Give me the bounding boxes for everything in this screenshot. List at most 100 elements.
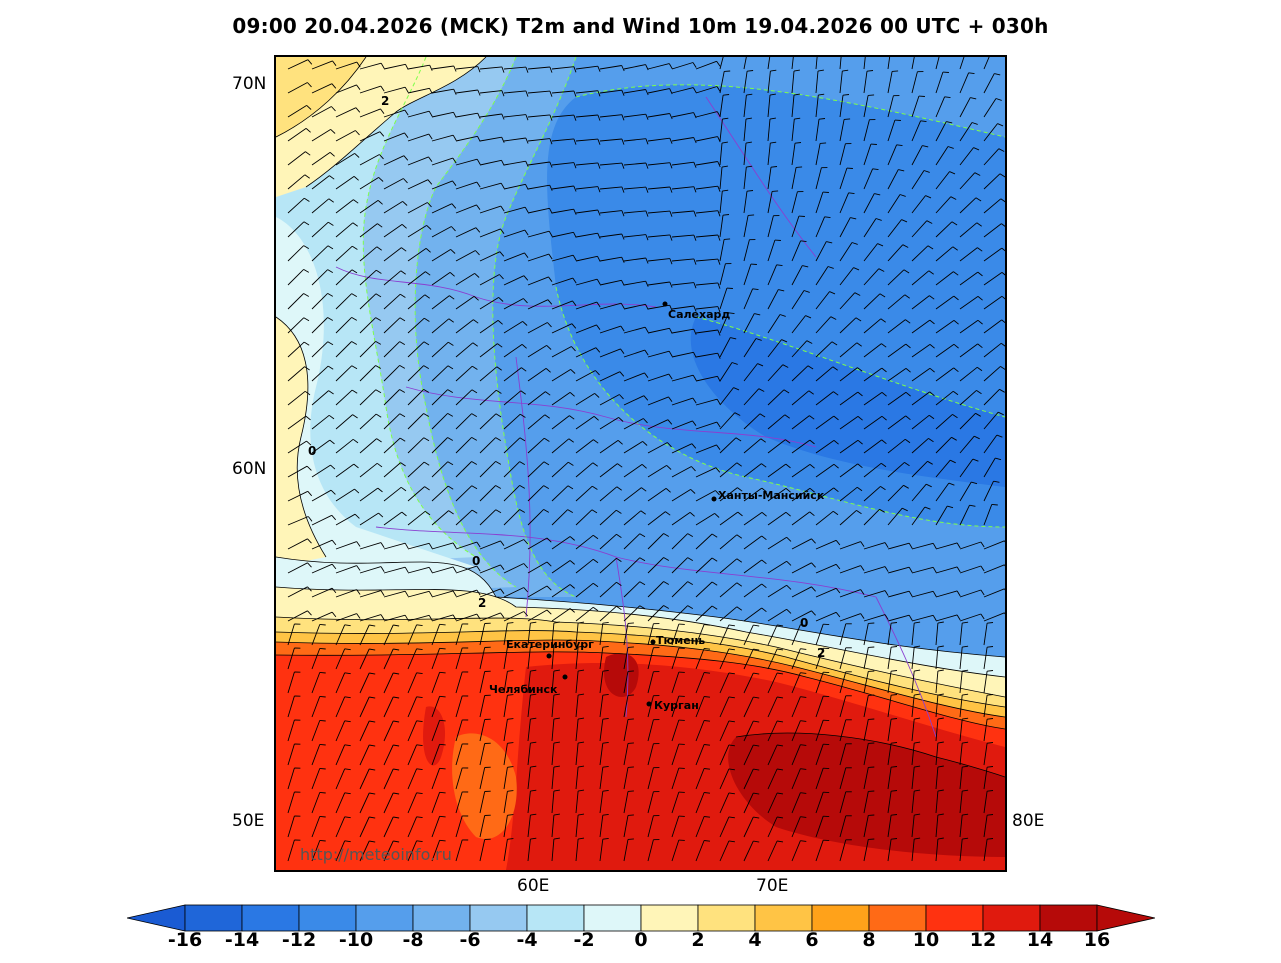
colorbar-tick-label: -10 [338, 929, 374, 951]
wind-barb-flag [809, 415, 815, 420]
wind-barb-flag [761, 463, 767, 468]
wind-barb-flag [344, 696, 351, 699]
wind-barb-flag [663, 557, 670, 561]
wind-barb-flag [639, 581, 646, 586]
wind-barb [455, 89, 478, 94]
wind-barb [503, 275, 525, 286]
city-marker [562, 674, 568, 680]
wind-barb-flag [405, 64, 409, 70]
wind-barb [431, 816, 441, 838]
city-label-chelyabinsk[interactable]: Челябинск [489, 683, 558, 696]
city-label-yekaterinburg[interactable]: Екатеринбург [506, 638, 594, 651]
wind-barb [287, 82, 308, 94]
wind-barb [959, 541, 982, 550]
wind-barb-flag [962, 765, 969, 768]
wind-barb [647, 373, 670, 382]
city-label-tyumen[interactable]: Тюмень [656, 634, 705, 647]
wind-barb-flag [716, 421, 721, 428]
wind-barb-flag [578, 837, 585, 840]
wind-barb [959, 767, 963, 790]
wind-barb [311, 439, 331, 454]
wind-barb-flag [824, 216, 831, 219]
wind-barb-flag [545, 391, 551, 396]
wind-barb-flag [305, 151, 311, 156]
wind-barb-flag [602, 669, 609, 672]
wind-barb [431, 180, 453, 190]
wind-barb-flag [956, 614, 961, 621]
wind-barb-flag [693, 210, 697, 217]
wind-barb-flag [962, 741, 969, 744]
wind-barb [455, 437, 472, 454]
temp-field-coldest [690, 317, 1005, 487]
wind-barb [575, 671, 579, 694]
wind-barb [455, 671, 463, 694]
wind-barb [551, 208, 574, 214]
wind-barb [623, 647, 629, 670]
wind-barb-flag [854, 292, 861, 296]
wind-barb-flag [669, 138, 673, 144]
wind-barb [599, 671, 604, 694]
wind-barb-flag [800, 816, 807, 818]
city-label-kurgan[interactable]: Курган [654, 699, 699, 712]
wind-barb-flag [578, 765, 585, 768]
wind-barb-flag [378, 177, 384, 182]
wind-barb [911, 414, 930, 430]
city-label-khanty-mansiysk[interactable]: Ханты-Мансийск [718, 489, 825, 502]
wind-barb [407, 110, 430, 118]
wind-barb [431, 672, 441, 694]
wind-barb-flag [639, 533, 646, 538]
wind-barb [671, 557, 689, 574]
wind-barb-flag [728, 816, 735, 819]
wind-barb-flag [951, 221, 958, 226]
wind-barb-flag [423, 413, 430, 417]
wind-barb-flag [835, 588, 841, 594]
wind-barb-flag [937, 693, 944, 696]
wind-barb [335, 613, 357, 622]
wind-barb-flag [428, 156, 433, 162]
wind-barb [911, 791, 915, 814]
wind-barb-flag [722, 214, 730, 216]
weather-map[interactable]: 2 0 0 2 0 2 Салехард Ханты-Мансийск Екат… [274, 55, 1007, 872]
wind-barb [695, 352, 718, 358]
wind-barb-flag [760, 438, 766, 443]
wind-barb [695, 533, 713, 550]
wind-barb [623, 186, 646, 190]
wind-barb [383, 247, 402, 262]
wind-barb [335, 414, 353, 430]
wind-barb [503, 183, 526, 190]
wind-barb-flag [905, 391, 911, 397]
wind-barb-flag [376, 438, 382, 443]
wind-barb [647, 234, 670, 238]
wind-barb [335, 624, 346, 646]
wind-barb [695, 136, 718, 142]
wind-barb-flag [356, 565, 361, 571]
wind-barb-flag [423, 341, 430, 346]
wind-barb-flag [319, 839, 326, 842]
wind-barb [959, 695, 963, 718]
wind-barb-flag [592, 534, 599, 540]
wind-barb [383, 566, 406, 574]
city-label-salekhard[interactable]: Салехард [668, 308, 730, 321]
wind-barb-flag [639, 605, 646, 610]
wind-barb [791, 696, 801, 718]
wind-barb [887, 57, 891, 70]
wind-barb-flag [663, 533, 670, 537]
wind-barb-flag [669, 328, 673, 334]
wind-barb [695, 185, 718, 190]
wind-barb [575, 439, 594, 454]
wind-barb-flag [476, 589, 481, 596]
wind-barb-flag [549, 114, 553, 121]
wind-barb [311, 489, 332, 502]
wind-barb-flag [344, 840, 351, 843]
wind-barb [767, 339, 782, 358]
wind-barb-flag [977, 247, 983, 252]
wind-barb [743, 191, 748, 214]
wind-barb [959, 671, 963, 694]
wind-barb [935, 71, 944, 94]
wind-barb-flag [881, 439, 887, 445]
wind-barb-flag [769, 117, 776, 120]
wind-barb [839, 510, 857, 526]
wind-barb-flag [402, 201, 408, 206]
wind-barb [911, 695, 915, 718]
wind-barb-flag [929, 295, 935, 300]
